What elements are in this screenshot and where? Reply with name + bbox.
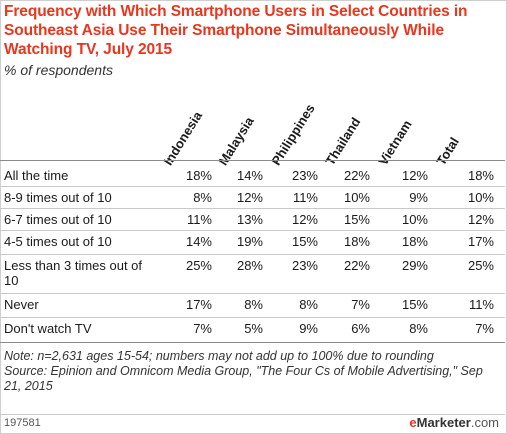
table-cell: 28% [236,258,263,273]
table-cell: 10% [467,190,494,205]
table-cell: 14% [236,168,263,183]
row-divider [0,186,505,187]
chart-title: Frequency with Which Smartphone Users in… [4,3,468,58]
table-cell: 17% [467,234,494,249]
table-cell: 15% [343,212,370,227]
table-cell: 13% [236,212,263,227]
footnote: Note: n=2,631 ages 15-54; numbers may no… [4,349,494,394]
table-cell: 22% [343,258,370,273]
table-cell: 12% [401,168,428,183]
table-cell: 6% [351,321,370,336]
table-cell: 17% [185,297,212,312]
table-cell: 7% [351,297,370,312]
table-row: 4-5 times out of 10 14% 19% 15% 18% 18% 17% [0,230,505,254]
table-cell: 8% [244,297,263,312]
table-row: All the time 18% 14% 23% 22% 12% 18% [0,164,505,186]
row-label: All the time [4,168,69,183]
table-cell: 25% [185,258,212,273]
table-row: 6-7 times out of 10 11% 13% 12% 15% 10% 12% [0,208,505,230]
table-cell: 5% [244,321,263,336]
row-divider [0,208,505,209]
row-label: 4-5 times out of 10 [4,234,112,249]
row-label: Don't watch TV [4,321,92,336]
note-text: Note: n=2,631 ages 15-54; numbers may no… [4,349,434,363]
table-cell: 18% [467,168,494,183]
table-cell: 12% [467,212,494,227]
table-cell: 11% [292,190,318,205]
table-cell: 9% [409,190,428,205]
row-divider [0,230,505,231]
table-cell: 22% [343,168,370,183]
table-row: Don't watch TV 7% 5% 9% 6% 8% 7% [0,317,505,339]
table-row: 8-9 times out of 10 8% 12% 11% 10% 9% 10% [0,186,505,208]
chart-subtitle: % of respondents [4,62,113,78]
table-cell: 19% [236,234,263,249]
table-cell: 8% [299,297,318,312]
table-cell: 7% [193,321,212,336]
table-cell: 29% [401,258,428,273]
table-cell: 25% [467,258,494,273]
table-cell: 18% [185,168,212,183]
row-label: 6-7 times out of 10 [4,212,112,227]
table-cell: 8% [193,190,212,205]
table-cell: 11% [468,297,494,312]
table-row: Never 17% 8% 8% 7% 15% 11% [0,293,505,317]
table-cell: 12% [236,190,263,205]
table-cell: 15% [401,297,428,312]
table-cell: 14% [185,234,212,249]
table-row: Less than 3 times out of 10 25% 28% 23% 22% 2… [0,254,505,293]
row-label: 8-9 times out of 10 [4,190,112,205]
brand-logo: eMarketer.com [409,415,499,430]
table-cell: 18% [401,234,428,249]
table-cell: 23% [291,258,318,273]
table-cell: 7% [475,321,494,336]
table-cell: 23% [291,168,318,183]
table-cell: 11% [186,212,212,227]
row-label: Less than 3 times out of 10 [4,258,143,288]
table-cell: 18% [343,234,370,249]
row-divider [0,317,505,318]
row-divider [0,293,505,294]
chart-id: 197581 [4,417,41,429]
source-text: Source: Epinion and Omnicom Media Group,… [4,364,483,393]
row-divider [0,254,505,255]
row-label: Never [4,297,39,312]
table-cell: 15% [291,234,318,249]
table-cell: 9% [299,321,318,336]
brand-e: e [409,415,417,430]
header-rule [0,160,505,161]
table-cell: 10% [343,190,370,205]
table-bottom-rule [0,342,505,343]
brand-name: Marketer [416,415,471,430]
table-cell: 12% [291,212,318,227]
table-cell: 10% [401,212,428,227]
brand-suffix: .com [470,415,499,430]
table-cell: 8% [409,321,428,336]
footer-bar: 197581 eMarketer.com [0,414,505,433]
